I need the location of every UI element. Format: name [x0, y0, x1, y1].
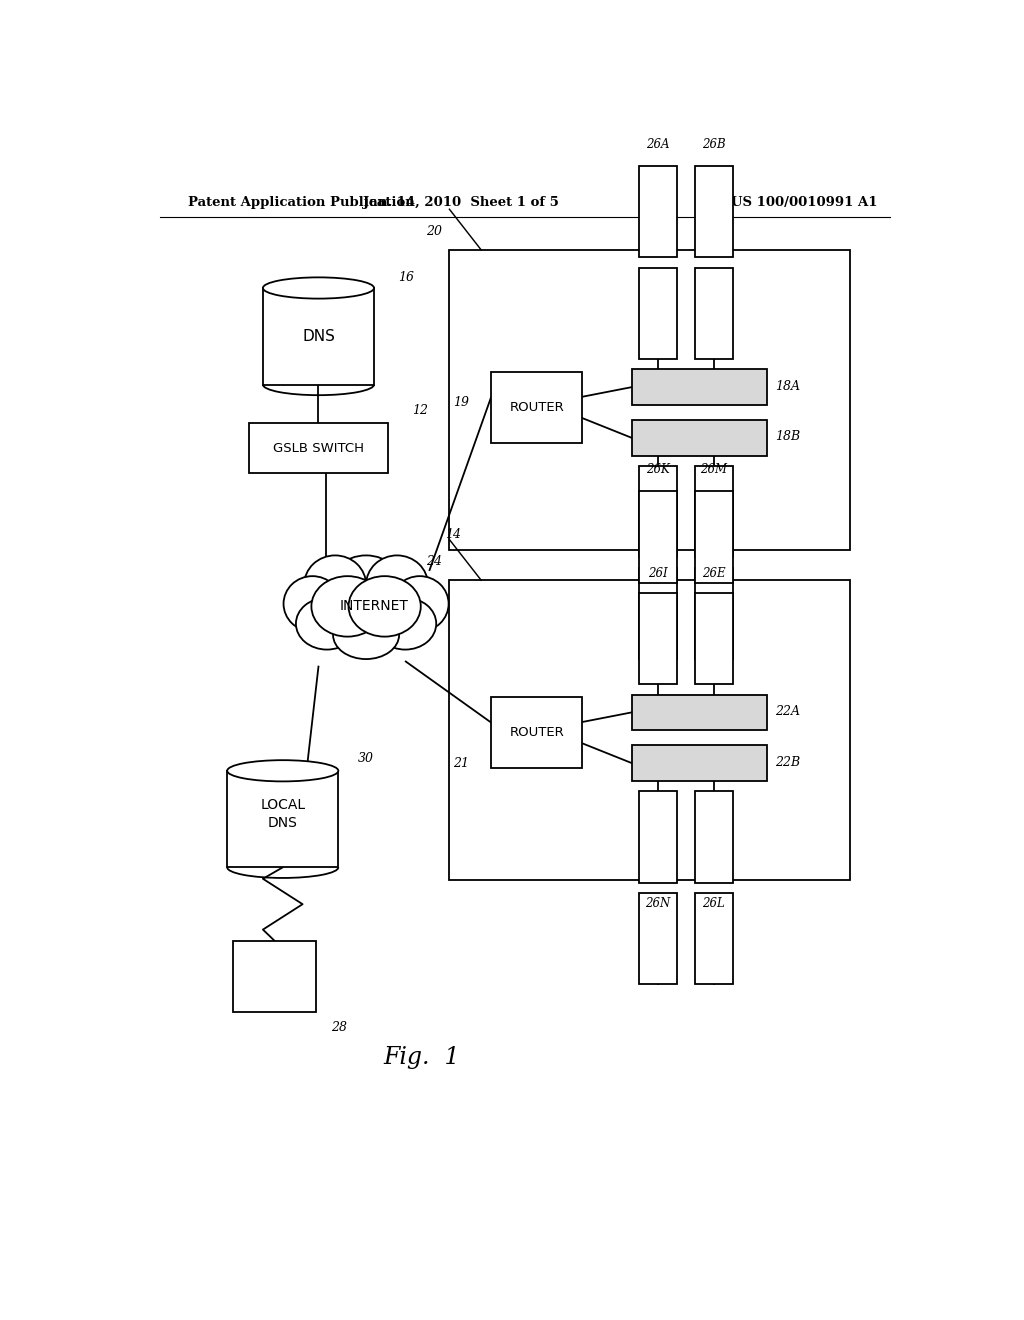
Bar [639, 466, 677, 557]
Text: INTERNET: INTERNET [340, 598, 409, 612]
Bar [694, 491, 733, 582]
Text: 12: 12 [412, 404, 428, 417]
Text: 26E: 26E [701, 568, 725, 581]
Bar [639, 593, 677, 684]
Bar [694, 466, 733, 557]
Bar [227, 771, 338, 867]
Text: 26K: 26K [646, 463, 670, 477]
Bar [694, 791, 733, 883]
Text: 28: 28 [331, 1020, 347, 1034]
Bar [233, 941, 316, 1012]
Ellipse shape [227, 760, 338, 781]
Text: 22B: 22B [775, 755, 800, 768]
Text: ROUTER: ROUTER [509, 401, 564, 414]
Bar [639, 791, 677, 883]
Bar [694, 892, 733, 985]
Text: 26N: 26N [645, 898, 671, 911]
Text: 20: 20 [426, 224, 441, 238]
Text: 26B: 26B [701, 137, 725, 150]
Text: 18B: 18B [775, 430, 800, 444]
Text: 16: 16 [397, 272, 414, 284]
Bar [694, 568, 733, 659]
Bar [249, 422, 388, 474]
Ellipse shape [391, 576, 449, 631]
Bar [694, 593, 733, 684]
Ellipse shape [333, 611, 399, 659]
Text: 24: 24 [426, 554, 441, 568]
Ellipse shape [348, 576, 421, 636]
Ellipse shape [311, 576, 384, 636]
Ellipse shape [375, 598, 436, 649]
Bar [694, 166, 733, 257]
Bar [492, 697, 583, 768]
Text: 26I: 26I [648, 568, 668, 581]
Bar [450, 249, 850, 549]
Bar [492, 372, 583, 444]
Bar [263, 288, 374, 384]
Text: DNS: DNS [302, 329, 335, 343]
Text: 22A: 22A [775, 705, 800, 718]
Ellipse shape [367, 556, 428, 614]
Text: Patent Application Publication: Patent Application Publication [187, 195, 415, 209]
Text: 26M: 26M [700, 463, 727, 477]
Bar [632, 694, 767, 730]
Text: Fig.  1: Fig. 1 [383, 1047, 460, 1069]
Text: ROUTER: ROUTER [509, 726, 564, 739]
Bar [639, 491, 677, 582]
Text: 14: 14 [445, 528, 462, 541]
Bar [639, 268, 677, 359]
Ellipse shape [284, 576, 341, 631]
Bar [632, 746, 767, 781]
Bar [639, 166, 677, 257]
Ellipse shape [304, 556, 367, 614]
Text: LOCAL
DNS: LOCAL DNS [260, 799, 305, 830]
Bar [632, 370, 767, 405]
Text: 30: 30 [358, 752, 374, 766]
Text: 18A: 18A [775, 380, 800, 392]
Text: 26L: 26L [702, 898, 725, 911]
Ellipse shape [327, 556, 406, 628]
Ellipse shape [296, 598, 357, 649]
Ellipse shape [263, 277, 374, 298]
Text: 21: 21 [454, 756, 469, 770]
Bar [450, 581, 850, 880]
Bar [632, 420, 767, 455]
Bar [639, 892, 677, 985]
Bar [694, 268, 733, 359]
Text: 26A: 26A [646, 137, 670, 150]
Text: US 100/0010991 A1: US 100/0010991 A1 [731, 195, 878, 209]
Text: GSLB SWITCH: GSLB SWITCH [273, 442, 364, 454]
Text: 19: 19 [454, 396, 469, 409]
Bar [639, 568, 677, 659]
Text: Jan. 14, 2010  Sheet 1 of 5: Jan. 14, 2010 Sheet 1 of 5 [364, 195, 559, 209]
